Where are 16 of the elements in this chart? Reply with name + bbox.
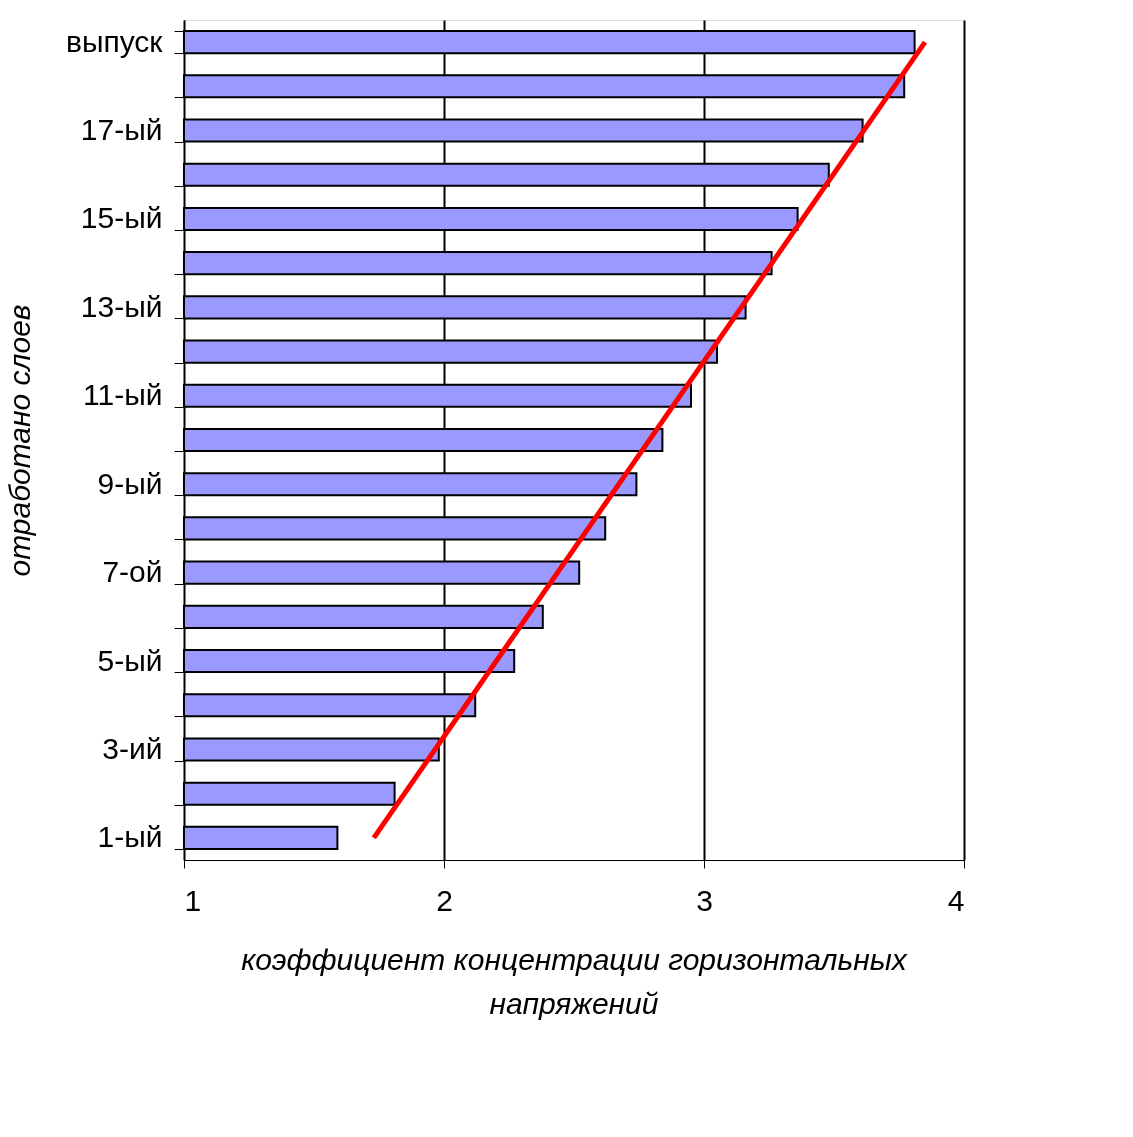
y-tick-label: 11-ый — [83, 378, 163, 412]
y-tick-label: 9-ый — [97, 466, 163, 500]
y-tick-label: 7-ой — [102, 555, 163, 589]
y-axis-title: отработано слоев — [2, 304, 36, 577]
x-axis-title: коэффициент концентрации горизонтальных напряжений — [241, 943, 908, 1020]
y-tick-label: 15-ый — [80, 201, 163, 235]
x-tick-label: 4 — [947, 883, 965, 917]
y-tick-label: 13-ый — [80, 289, 163, 323]
x-tick-label: 1 — [184, 883, 202, 917]
y-tick-label: 5-ый — [97, 643, 163, 677]
y-tick-label: 3-ий — [102, 731, 163, 765]
x-tick-label: 3 — [696, 883, 713, 917]
y-tick-label: выпуск — [65, 24, 164, 58]
x-tick-label: 2 — [436, 883, 453, 917]
y-tick-label: 1-ый — [97, 820, 163, 854]
y-tick-label: 17-ый — [80, 113, 163, 147]
